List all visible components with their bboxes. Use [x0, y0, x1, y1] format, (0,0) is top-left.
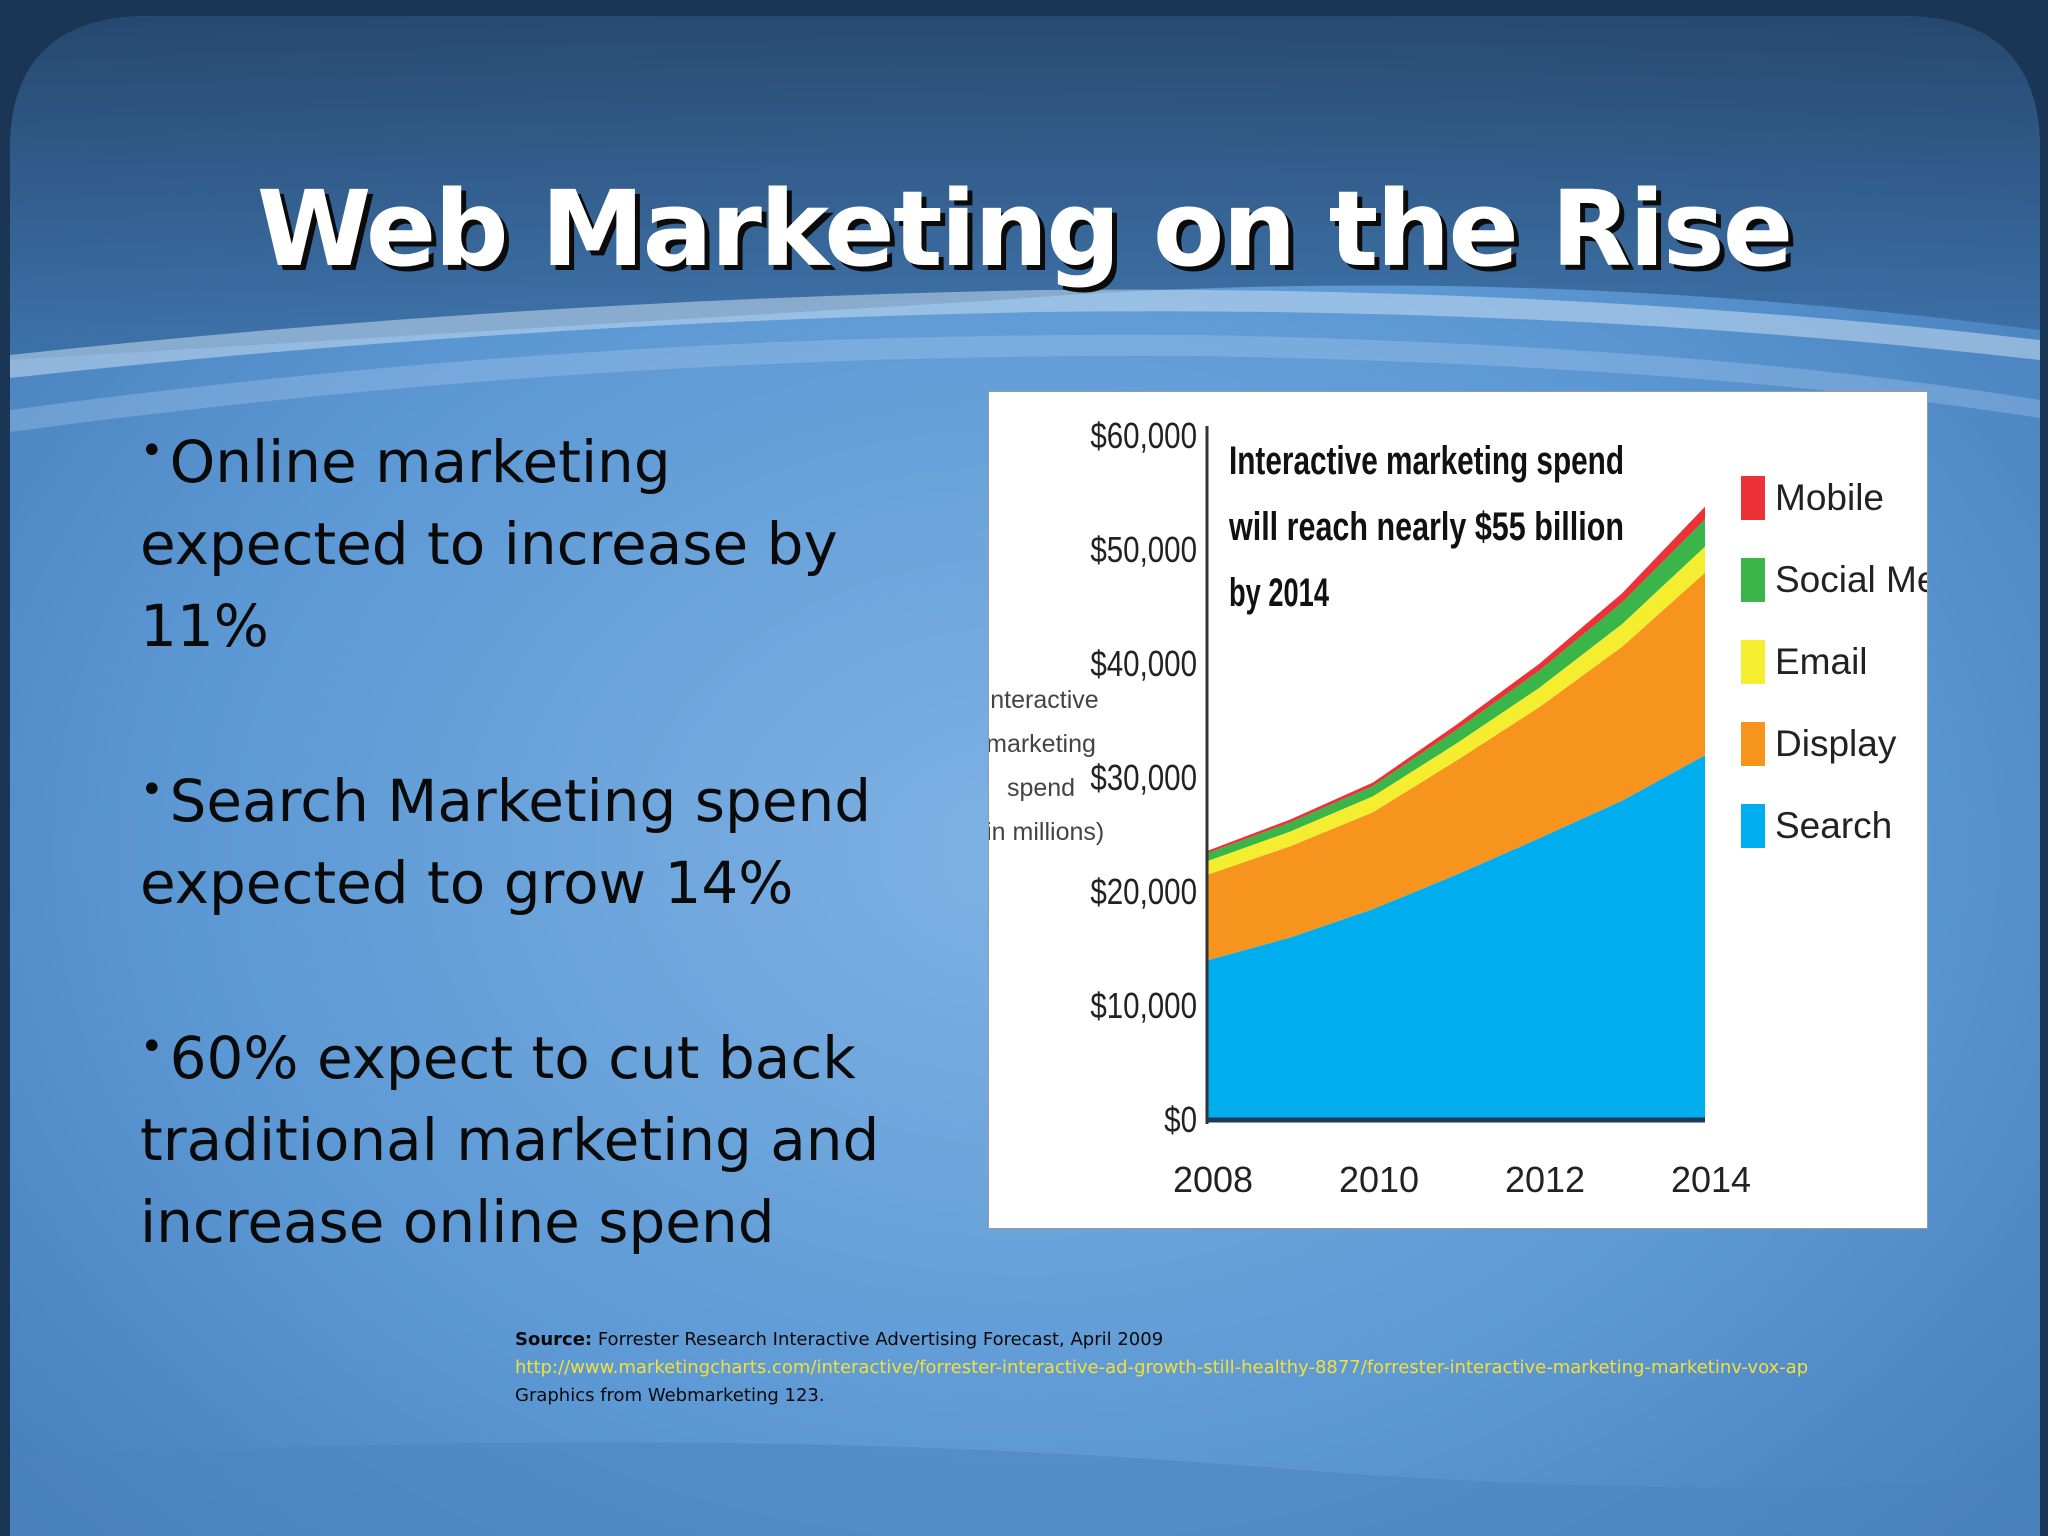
chart-title-line: by 2014: [1229, 571, 1330, 615]
graphics-credit: Graphics from Webmarketing 123.: [515, 1385, 825, 1406]
bullet-item: • 60% expect to cut back traditional mark…: [140, 1006, 900, 1263]
y-tick-label: $30,000: [1090, 757, 1197, 797]
legend-swatch-social-media: [1741, 558, 1765, 602]
source-text: Forrester Research Interactive Advertisi…: [597, 1329, 1164, 1350]
y-axis-label-line: Interactive: [989, 686, 1099, 714]
x-tick-label: 2008: [1173, 1159, 1253, 1200]
bullet-text: Search Marketing spend expected to grow …: [140, 767, 872, 917]
source-link[interactable]: http://www.marketingcharts.com/interacti…: [515, 1357, 1809, 1378]
x-tick-label: 2012: [1505, 1159, 1585, 1200]
chart-areas: [1207, 506, 1705, 1120]
bullet-list: • Online marketing expected to increase b…: [140, 410, 900, 1345]
chart-title-line: will reach nearly $55 billion: [1228, 505, 1624, 549]
bullet-text: Online marketing expected to increase by…: [140, 428, 838, 660]
legend-swatch-email: [1741, 640, 1765, 684]
legend-label-display: Display: [1775, 723, 1897, 764]
bullet-icon: •: [140, 767, 164, 813]
bullet-icon: •: [140, 428, 164, 474]
y-axis-label-line: spend: [1007, 774, 1075, 802]
bullet-icon: •: [140, 1024, 164, 1070]
bullet-text: 60% expect to cut back traditional marke…: [140, 1024, 880, 1256]
chart-title-line: Interactive marketing spend: [1229, 439, 1624, 483]
legend-label-social-media: Social Media: [1775, 559, 1927, 600]
source-line: Source: Forrester Research Interactive A…: [515, 1326, 1875, 1354]
x-tick-label: 2014: [1671, 1159, 1751, 1200]
y-tick-label: $10,000: [1090, 985, 1197, 1025]
area-chart: $0 $10,000 $20,000 $30,000 $40,000 $50,000 $60…: [989, 415, 1927, 1200]
legend-label-mobile: Mobile: [1775, 477, 1884, 518]
legend-swatch-search: [1741, 804, 1765, 848]
bullet-item: • Online marketing expected to increase b…: [140, 410, 900, 667]
source-label: Source:: [515, 1329, 593, 1350]
chart-legend: Mobile Social Media Email Display Search: [1741, 476, 1927, 848]
y-tick-label: $40,000: [1090, 643, 1197, 683]
slide-title: Web Marketing on the Rise: [256, 168, 1793, 290]
chart-title: Interactive marketing spend will reach ne…: [1228, 439, 1624, 615]
x-tick-labels: 2008 2010 2012 2014: [1173, 1159, 1751, 1200]
legend-label-search: Search: [1775, 805, 1892, 846]
bullet-item: • Search Marketing spend expected to grow…: [140, 749, 900, 924]
source-citation: Source: Forrester Research Interactive A…: [515, 1326, 1875, 1410]
y-tick-label: $50,000: [1090, 529, 1197, 569]
legend-swatch-mobile: [1741, 476, 1765, 520]
y-axis-label: Interactive marketing spend (in millions): [989, 686, 1104, 846]
y-axis-label-line: marketing: [989, 730, 1096, 758]
chart-image: $0 $10,000 $20,000 $30,000 $40,000 $50,000 $60…: [988, 391, 1928, 1229]
legend-label-email: Email: [1775, 641, 1868, 682]
legend-swatch-display: [1741, 722, 1765, 766]
area-search: [1207, 755, 1705, 1120]
area-display: [1207, 572, 1705, 961]
y-tick-labels: $0 $10,000 $20,000 $30,000 $40,000 $50,000 $60…: [1090, 415, 1197, 1139]
y-tick-label: $20,000: [1090, 871, 1197, 911]
y-axis-label-line: (in millions): [989, 818, 1104, 846]
y-tick-label: $0: [1164, 1099, 1197, 1139]
y-tick-label: $60,000: [1090, 415, 1197, 455]
x-tick-label: 2010: [1339, 1159, 1419, 1200]
